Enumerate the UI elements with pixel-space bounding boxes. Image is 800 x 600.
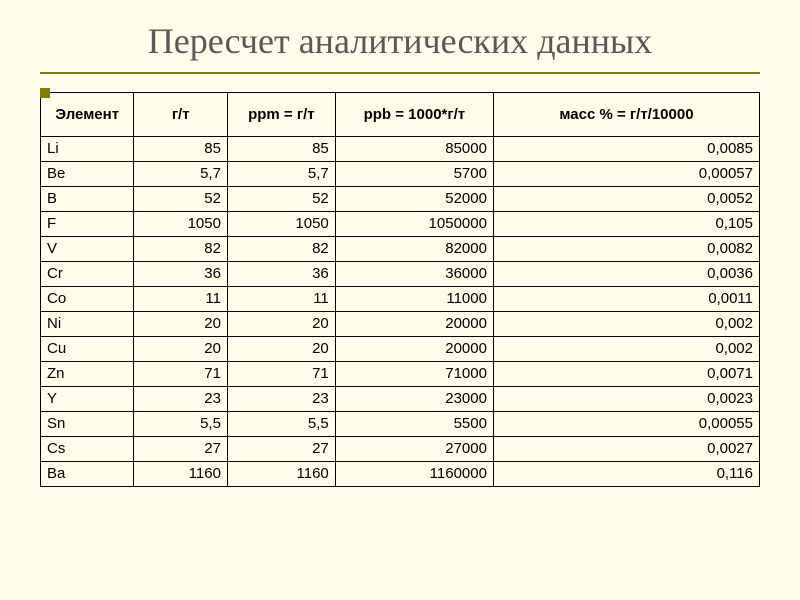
col-header-ppm: ppm = г/т bbox=[227, 93, 335, 137]
table-row: Sn5,55,555000,00055 bbox=[41, 412, 760, 437]
cell-ppb: 11000 bbox=[335, 287, 493, 312]
cell-mass: 0,0052 bbox=[493, 187, 759, 212]
cell-element: Ni bbox=[41, 312, 134, 337]
cell-gt: 71 bbox=[134, 362, 227, 387]
cell-ppm: 82 bbox=[227, 237, 335, 262]
cell-mass: 0,0036 bbox=[493, 262, 759, 287]
cell-gt: 82 bbox=[134, 237, 227, 262]
cell-gt: 5,5 bbox=[134, 412, 227, 437]
col-header-mass: масс % = г/т/10000 bbox=[493, 93, 759, 137]
table-row: Ba1160116011600000,116 bbox=[41, 462, 760, 487]
table-row: Cr3636360000,0036 bbox=[41, 262, 760, 287]
cell-ppm: 27 bbox=[227, 437, 335, 462]
table-header-row: Элемент г/т ppm = г/т ppb = 1000*г/т мас… bbox=[41, 93, 760, 137]
cell-ppb: 23000 bbox=[335, 387, 493, 412]
cell-gt: 36 bbox=[134, 262, 227, 287]
cell-mass: 0,116 bbox=[493, 462, 759, 487]
cell-ppb: 71000 bbox=[335, 362, 493, 387]
cell-ppb: 1050000 bbox=[335, 212, 493, 237]
cell-element: Cu bbox=[41, 337, 134, 362]
table-row: B5252520000,0052 bbox=[41, 187, 760, 212]
cell-element: B bbox=[41, 187, 134, 212]
cell-mass: 0,0085 bbox=[493, 137, 759, 162]
page-title: Пересчет аналитических данных bbox=[40, 20, 760, 62]
cell-mass: 0,002 bbox=[493, 337, 759, 362]
cell-element: Ba bbox=[41, 462, 134, 487]
cell-ppm: 52 bbox=[227, 187, 335, 212]
cell-ppm: 5,7 bbox=[227, 162, 335, 187]
cell-ppm: 85 bbox=[227, 137, 335, 162]
cell-mass: 0,002 bbox=[493, 312, 759, 337]
cell-gt: 1050 bbox=[134, 212, 227, 237]
col-header-gt: г/т bbox=[134, 93, 227, 137]
cell-mass: 0,0071 bbox=[493, 362, 759, 387]
cell-mass: 0,0011 bbox=[493, 287, 759, 312]
cell-ppb: 5500 bbox=[335, 412, 493, 437]
col-header-ppb: ppb = 1000*г/т bbox=[335, 93, 493, 137]
cell-ppb: 1160000 bbox=[335, 462, 493, 487]
cell-ppm: 5,5 bbox=[227, 412, 335, 437]
cell-mass: 0,0082 bbox=[493, 237, 759, 262]
cell-element: Co bbox=[41, 287, 134, 312]
table-row: Zn7171710000,0071 bbox=[41, 362, 760, 387]
cell-ppb: 52000 bbox=[335, 187, 493, 212]
cell-element: Zn bbox=[41, 362, 134, 387]
cell-gt: 1160 bbox=[134, 462, 227, 487]
table-row: Cu2020200000,002 bbox=[41, 337, 760, 362]
cell-mass: 0,0027 bbox=[493, 437, 759, 462]
cell-mass: 0,0023 bbox=[493, 387, 759, 412]
cell-gt: 23 bbox=[134, 387, 227, 412]
cell-gt: 11 bbox=[134, 287, 227, 312]
table-row: Be5,75,757000,00057 bbox=[41, 162, 760, 187]
cell-ppb: 20000 bbox=[335, 337, 493, 362]
table-row: Cs2727270000,0027 bbox=[41, 437, 760, 462]
slide: Пересчет аналитических данных Элемент г/… bbox=[0, 0, 800, 600]
cell-ppm: 36 bbox=[227, 262, 335, 287]
cell-ppm: 20 bbox=[227, 337, 335, 362]
table-row: Li8585850000,0085 bbox=[41, 137, 760, 162]
table-body: Li8585850000,0085Be5,75,757000,00057B525… bbox=[41, 137, 760, 487]
table-row: Co1111110000,0011 bbox=[41, 287, 760, 312]
cell-element: Cs bbox=[41, 437, 134, 462]
cell-gt: 27 bbox=[134, 437, 227, 462]
cell-element: F bbox=[41, 212, 134, 237]
cell-gt: 52 bbox=[134, 187, 227, 212]
table-row: Y2323230000,0023 bbox=[41, 387, 760, 412]
cell-element: V bbox=[41, 237, 134, 262]
cell-ppm: 1160 bbox=[227, 462, 335, 487]
cell-ppm: 71 bbox=[227, 362, 335, 387]
cell-ppm: 1050 bbox=[227, 212, 335, 237]
cell-gt: 5,7 bbox=[134, 162, 227, 187]
cell-ppb: 20000 bbox=[335, 312, 493, 337]
table-row: V8282820000,0082 bbox=[41, 237, 760, 262]
bullet-icon bbox=[40, 88, 50, 98]
table-row: Ni2020200000,002 bbox=[41, 312, 760, 337]
cell-element: Cr bbox=[41, 262, 134, 287]
cell-element: Be bbox=[41, 162, 134, 187]
cell-mass: 0,105 bbox=[493, 212, 759, 237]
data-table: Элемент г/т ppm = г/т ppb = 1000*г/т мас… bbox=[40, 92, 760, 487]
cell-ppm: 11 bbox=[227, 287, 335, 312]
cell-ppm: 23 bbox=[227, 387, 335, 412]
cell-gt: 20 bbox=[134, 312, 227, 337]
cell-ppb: 5700 bbox=[335, 162, 493, 187]
cell-ppb: 85000 bbox=[335, 137, 493, 162]
cell-ppm: 20 bbox=[227, 312, 335, 337]
cell-element: Sn bbox=[41, 412, 134, 437]
cell-mass: 0,00057 bbox=[493, 162, 759, 187]
table-row: F1050105010500000,105 bbox=[41, 212, 760, 237]
cell-element: Li bbox=[41, 137, 134, 162]
cell-gt: 85 bbox=[134, 137, 227, 162]
col-header-element: Элемент bbox=[41, 93, 134, 137]
cell-gt: 20 bbox=[134, 337, 227, 362]
cell-ppb: 36000 bbox=[335, 262, 493, 287]
cell-mass: 0,00055 bbox=[493, 412, 759, 437]
cell-ppb: 27000 bbox=[335, 437, 493, 462]
cell-element: Y bbox=[41, 387, 134, 412]
title-underline bbox=[40, 72, 760, 74]
cell-ppb: 82000 bbox=[335, 237, 493, 262]
